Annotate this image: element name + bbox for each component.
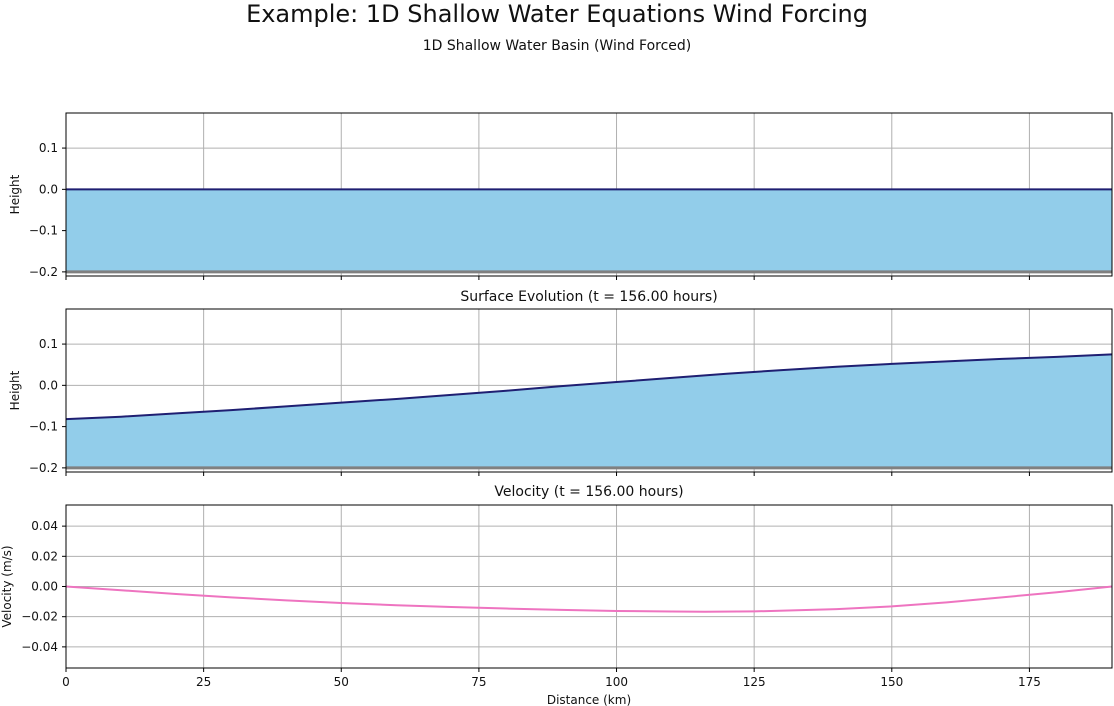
y-ticks: 0.04 0.02 0.00 −0.02 −0.04 — [21, 519, 66, 654]
water-fill — [66, 354, 1112, 468]
y-tick-label: 0.0 — [39, 378, 58, 392]
y-tick-label: −0.2 — [29, 265, 58, 279]
y-tick-label: −0.1 — [29, 224, 58, 238]
data-marks — [65, 585, 1113, 613]
velocity-line — [65, 585, 1113, 613]
plot-frame — [65, 308, 1113, 473]
y-axis-label: Velocity (m/s) — [0, 545, 14, 627]
height-initial-panel: 0.1 0.0 −0.1 −0.2 Height — [8, 112, 1113, 280]
x-tick-label: 75 — [471, 675, 486, 689]
water-fill — [66, 189, 1112, 272]
data-marks — [65, 353, 1113, 470]
plot-frame — [65, 112, 1113, 277]
y-tick-label: 0.00 — [31, 580, 58, 594]
x-ticks — [65, 472, 1030, 476]
surface-evolution-panel: Surface Evolution (t = 156.00 hours) 0.1… — [8, 289, 1113, 476]
panel-title: Surface Evolution (t = 156.00 hours) — [460, 289, 717, 305]
y-tick-label: 0.1 — [39, 337, 58, 351]
x-axis-label: Distance (km) — [547, 693, 631, 706]
x-tick-label: 25 — [196, 675, 211, 689]
x-tick-label: 100 — [605, 675, 628, 689]
y-ticks: 0.1 0.0 −0.1 −0.2 — [29, 337, 66, 475]
y-tick-label: 0.02 — [31, 549, 58, 563]
y-tick-label: −0.02 — [21, 610, 58, 624]
y-tick-label: −0.04 — [21, 640, 58, 654]
page-title: Example: 1D Shallow Water Equations Wind… — [246, 0, 868, 28]
y-tick-label: 0.04 — [31, 519, 58, 533]
x-ticks: 0 25 50 75 100 125 150 175 — [62, 668, 1041, 689]
velocity-panel: Velocity (t = 156.00 hours) 0 25 50 75 100 12… — [0, 484, 1113, 706]
x-tick-label: 50 — [334, 675, 349, 689]
y-axis-label: Height — [8, 174, 22, 214]
panel-title: Velocity (t = 156.00 hours) — [494, 484, 683, 500]
y-tick-label: −0.1 — [29, 420, 58, 434]
x-ticks — [65, 276, 1030, 280]
data-marks — [66, 188, 1112, 274]
y-axis-label: Height — [8, 370, 22, 410]
x-tick-label: 150 — [880, 675, 903, 689]
figure-subtitle: 1D Shallow Water Basin (Wind Forced) — [422, 38, 692, 54]
y-tick-label: −0.2 — [29, 461, 58, 475]
y-tick-label: 0.0 — [39, 182, 58, 196]
surface-line — [65, 353, 1113, 421]
y-tick-label: 0.1 — [39, 141, 58, 155]
x-tick-label: 125 — [743, 675, 766, 689]
x-tick-label: 175 — [1018, 675, 1041, 689]
x-tick-label: 0 — [62, 675, 70, 689]
y-ticks: 0.1 0.0 −0.1 −0.2 — [29, 141, 66, 279]
